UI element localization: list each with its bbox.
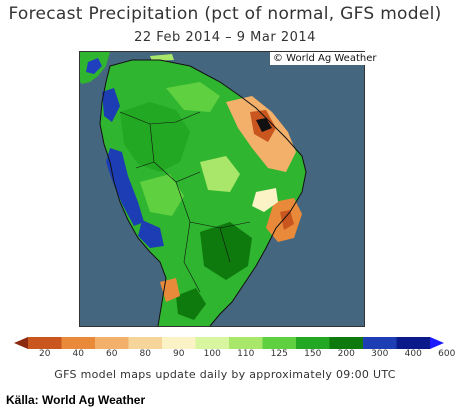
legend-label: 20 <box>39 349 51 359</box>
legend-color-bar <box>14 337 444 349</box>
legend-label: 600 <box>438 349 456 359</box>
caribbean-island <box>150 54 174 61</box>
legend-label: 80 <box>139 349 151 359</box>
map-title: Forecast Precipitation (pct of normal, G… <box>8 4 442 24</box>
legend-label: 100 <box>203 349 221 359</box>
amazon-green-region <box>120 102 190 172</box>
legend-swatch <box>128 337 163 349</box>
legend-label: 60 <box>106 349 118 359</box>
legend-label: 125 <box>270 349 288 359</box>
legend-label: 150 <box>304 349 322 359</box>
venezuela-light-green <box>166 82 220 112</box>
central-america-wet-region <box>86 58 102 74</box>
map-credit: © World Ag Weather <box>270 52 380 65</box>
amazon-mouth <box>256 118 272 132</box>
legend-label: 300 <box>371 349 389 359</box>
legend-label: 400 <box>404 349 422 359</box>
argentina-green-region <box>176 288 206 320</box>
legend-label: 40 <box>72 349 84 359</box>
southern-green-region <box>200 222 252 280</box>
legend-arrow-right <box>430 337 444 349</box>
legend-label: 90 <box>173 349 185 359</box>
country-borders <box>119 111 251 293</box>
legend-arrow-left <box>14 337 28 349</box>
legend-swatch <box>363 337 397 349</box>
southeast-very-dry-region <box>280 210 294 230</box>
legend-swatch <box>296 337 330 349</box>
coastline <box>99 59 307 326</box>
legend-swatch <box>229 337 263 349</box>
legend-swatch <box>262 337 297 349</box>
map-canvas <box>80 52 364 326</box>
interior-near-normal-region <box>252 188 278 212</box>
precipitation-map <box>79 51 365 327</box>
date-range: 22 Feb 2014 – 9 Mar 2014 <box>134 30 316 45</box>
legend-label: 200 <box>337 349 355 359</box>
source-caption: Källa: World Ag Weather <box>6 393 146 407</box>
legend-swatch <box>329 337 364 349</box>
legend-swatch <box>396 337 431 349</box>
central-brazil-pale-green <box>200 156 240 192</box>
legend-label: 110 <box>237 349 255 359</box>
legend-swatch <box>95 337 129 349</box>
legend-labels: 20 40 60 80 90 100 110 125 150 200 300 400 600 <box>14 349 455 363</box>
update-note: GFS model maps update daily by approxima… <box>54 368 396 381</box>
bolivia-light-green <box>140 174 184 216</box>
andes-wet-region <box>106 148 144 226</box>
peru-wet-region <box>138 220 164 248</box>
colombia-wet-region <box>102 88 120 122</box>
legend-swatch <box>61 337 96 349</box>
legend-swatch <box>195 337 230 349</box>
legend-swatch <box>28 337 62 349</box>
legend-swatch <box>162 337 196 349</box>
